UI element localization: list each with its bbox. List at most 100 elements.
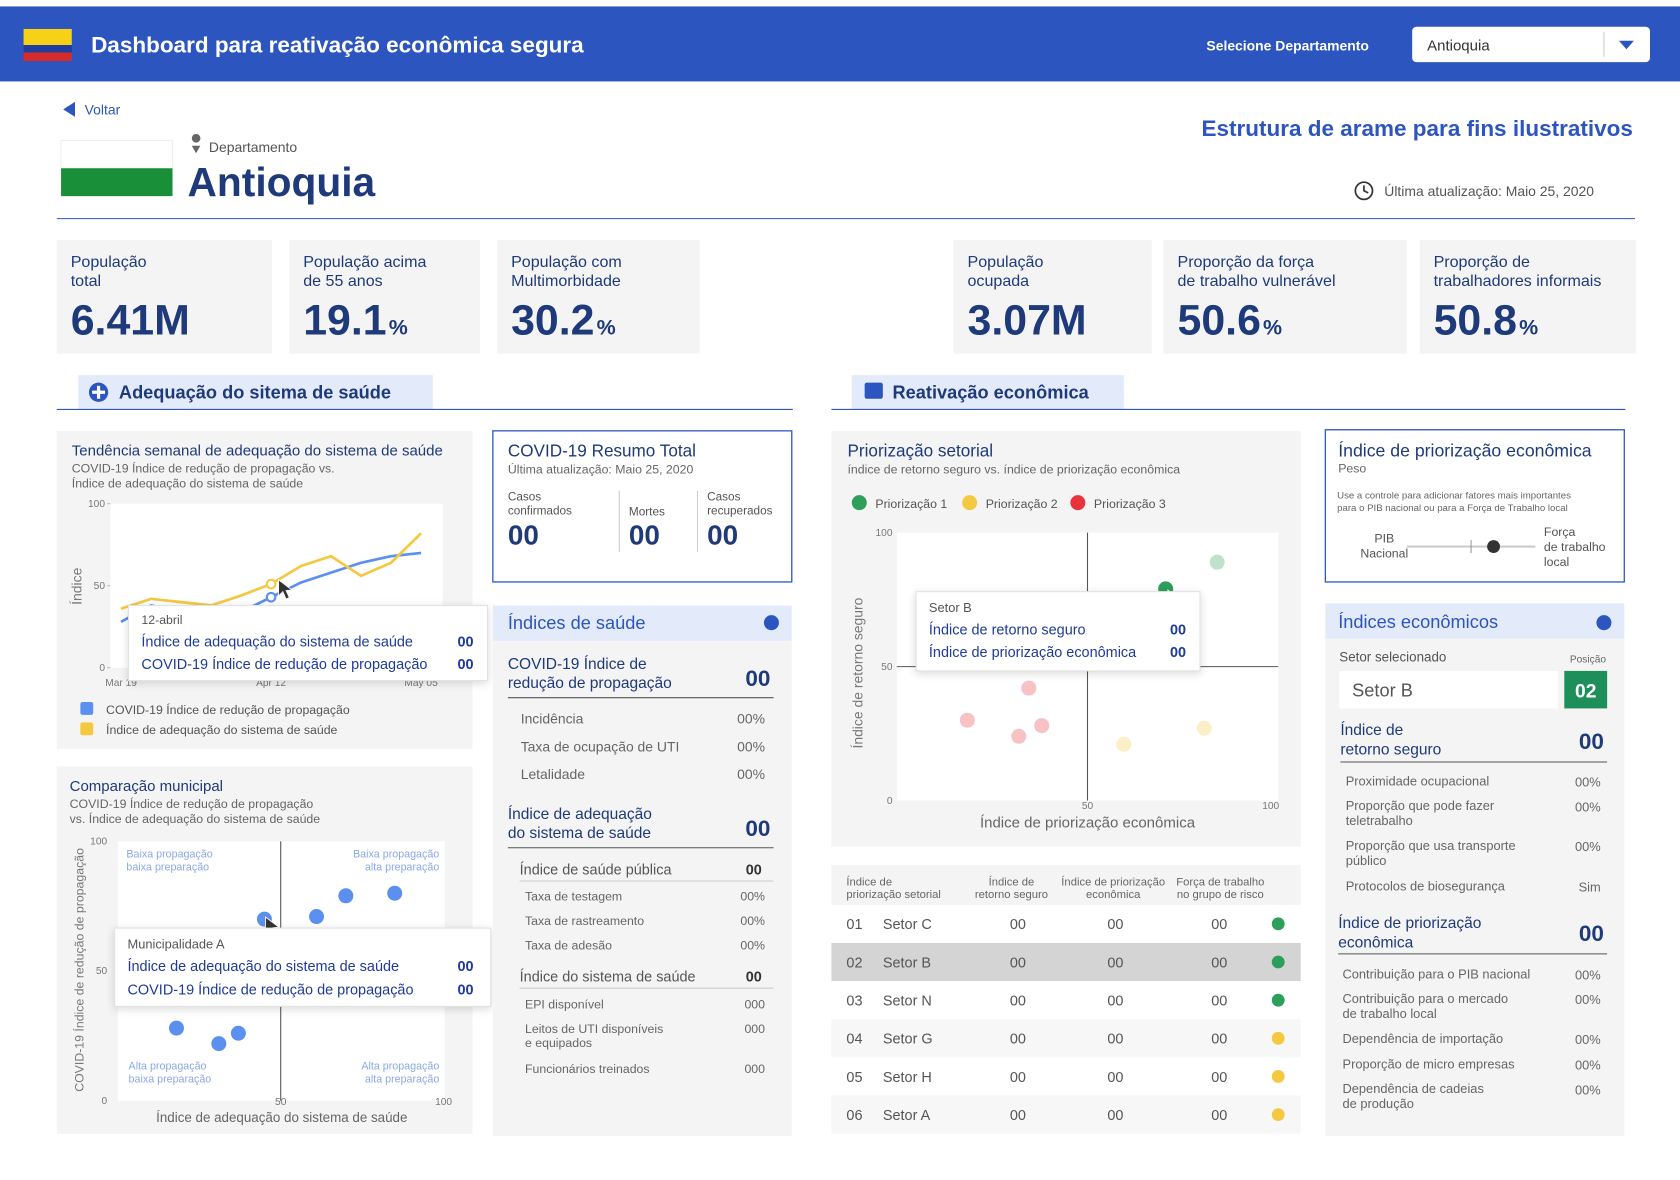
- legend-swatch: [80, 722, 94, 736]
- row-label: Taxa de rastreamento: [525, 914, 644, 928]
- scatter-point: [1116, 736, 1132, 752]
- scatter-point: [1011, 728, 1027, 744]
- clock-icon: [1354, 181, 1374, 201]
- info-icon[interactable]: [1596, 615, 1612, 631]
- tooltip-title: Municipalidade A: [128, 936, 226, 951]
- y-axis-label: Índice: [68, 567, 84, 604]
- sector-name: Setor C: [883, 917, 932, 933]
- row-value: 00%: [740, 914, 765, 928]
- column-header: priorização setorial: [846, 889, 940, 901]
- slider-label: local: [1544, 555, 1569, 569]
- rank: 06: [846, 1108, 862, 1124]
- row-value: 000: [744, 998, 765, 1012]
- kpi-unit: %: [389, 315, 408, 339]
- table-row[interactable]: [831, 981, 1301, 1020]
- slider-knob[interactable]: [1487, 540, 1500, 554]
- legend-label: COVID-19 Índice de redução de propagação: [106, 702, 350, 717]
- select-label: Selecione Departamento: [1206, 37, 1368, 53]
- kpi-value: 6.41M: [71, 296, 190, 344]
- hover-point: [265, 578, 277, 590]
- y-tick-label: 50: [94, 581, 106, 592]
- summary-label: confirmados: [508, 504, 572, 517]
- y-axis-label: Índice de retorno seguro: [850, 597, 866, 748]
- row-label: de trabalho local: [1343, 1006, 1437, 1021]
- row-value: 00%: [1575, 799, 1601, 814]
- rank: 01: [846, 917, 862, 933]
- index-value: 00: [1579, 729, 1604, 754]
- x-tick-label: Apr 12: [256, 678, 286, 689]
- row-value: 00%: [1575, 992, 1601, 1007]
- select-arrow[interactable]: [1618, 40, 1634, 50]
- table-row[interactable]: [831, 1019, 1301, 1058]
- back-arrow[interactable]: [63, 101, 75, 117]
- table-row[interactable]: [831, 1057, 1301, 1096]
- watermark: Estrutura de arame para fins ilustrativo…: [1202, 116, 1633, 141]
- quadrant-label: Alta propagação: [361, 1061, 439, 1073]
- sector-name: Setor B: [883, 955, 931, 971]
- kpi-unit: %: [1519, 315, 1538, 339]
- row-value: 00%: [740, 939, 765, 953]
- cell-value: 00: [1211, 1070, 1227, 1086]
- back-link[interactable]: Voltar: [85, 102, 121, 118]
- table-row[interactable]: [831, 904, 1301, 943]
- flag-red: [23, 52, 72, 62]
- info-icon[interactable]: [763, 615, 779, 631]
- y-tick-label: 0: [887, 796, 893, 807]
- tooltip-value: 00: [457, 657, 473, 673]
- legend-label: Priorização 2: [986, 497, 1058, 511]
- row-label: Proporção que usa transporte: [1346, 838, 1516, 853]
- hover-point: [265, 591, 277, 603]
- chart-subtitle: COVID-19 Índice de redução de propagação…: [72, 461, 335, 476]
- selected-sector: Setor B: [1352, 681, 1413, 701]
- row-label: Incidência: [521, 710, 584, 726]
- table-row[interactable]: [831, 1095, 1301, 1134]
- kpi-label: População: [968, 253, 1044, 271]
- kpi-label: População: [71, 253, 147, 271]
- column-header: Índice de priorização: [1061, 875, 1165, 888]
- field-label: Posição: [1570, 654, 1607, 665]
- selected-box: [1339, 670, 1558, 709]
- y-axis-label: COVID-19 Índice de redução de propagação: [72, 848, 87, 1092]
- row-label: teletrabalho: [1346, 813, 1413, 828]
- quadrant-label: Alta propagação: [129, 1061, 207, 1073]
- legend-label: Priorização 1: [875, 497, 947, 511]
- legend-swatch: [80, 701, 94, 715]
- row-label: Taxa de ocupação de UTI: [521, 738, 680, 754]
- row-label: EPI disponível: [525, 998, 604, 1012]
- y-tick-label: 100: [88, 499, 105, 510]
- kpi-card: [1419, 240, 1637, 354]
- department-name: Antioquia: [188, 159, 376, 205]
- row-label: Letalidade: [521, 766, 586, 782]
- row-label: Taxa de adesão: [525, 939, 612, 953]
- y-tick-label: 50: [881, 662, 893, 673]
- chart-subtitle: Índice de adequação do sistema de saúde: [72, 476, 303, 491]
- tooltip: [128, 605, 489, 682]
- chart-subtitle: COVID-19 Índice de redução de propagação: [70, 796, 314, 811]
- subindex-title: Índice do sistema de saúde: [520, 969, 696, 986]
- y-tick-label: 0: [101, 1096, 107, 1107]
- kpi-card: [289, 240, 480, 354]
- subindex-value: 00: [746, 863, 762, 879]
- index-title: retorno seguro: [1340, 742, 1441, 759]
- card-title: Índices econômicos: [1338, 612, 1498, 632]
- priority-dot: [1271, 955, 1285, 969]
- tooltip-value: 00: [457, 983, 473, 999]
- tooltip-label: COVID-19 Índice de redução de propagação: [128, 982, 414, 999]
- index-value: 00: [1579, 921, 1604, 946]
- select-value[interactable]: Antioquia: [1427, 37, 1490, 54]
- tooltip-title: Setor B: [929, 600, 972, 615]
- table-row[interactable]: [831, 942, 1301, 982]
- quadrant-label: baixa preparação: [126, 861, 209, 873]
- department-select[interactable]: [1412, 26, 1650, 63]
- cell-value: 00: [1107, 1108, 1123, 1124]
- kpi-value: 3.07M: [968, 296, 1087, 344]
- summary-value: 00: [629, 519, 660, 550]
- kpi-label: de 55 anos: [303, 272, 382, 290]
- scatter-point: [230, 1025, 246, 1041]
- index-title: redução de propagação: [508, 675, 672, 692]
- panel: [1325, 638, 1625, 1137]
- row-value: 00%: [737, 738, 765, 754]
- legend-label: Índice de adequação do sistema de saúde: [106, 722, 337, 737]
- kpi-card: [1163, 240, 1407, 354]
- note: Use a controle para adicionar fatores ma…: [1337, 490, 1571, 501]
